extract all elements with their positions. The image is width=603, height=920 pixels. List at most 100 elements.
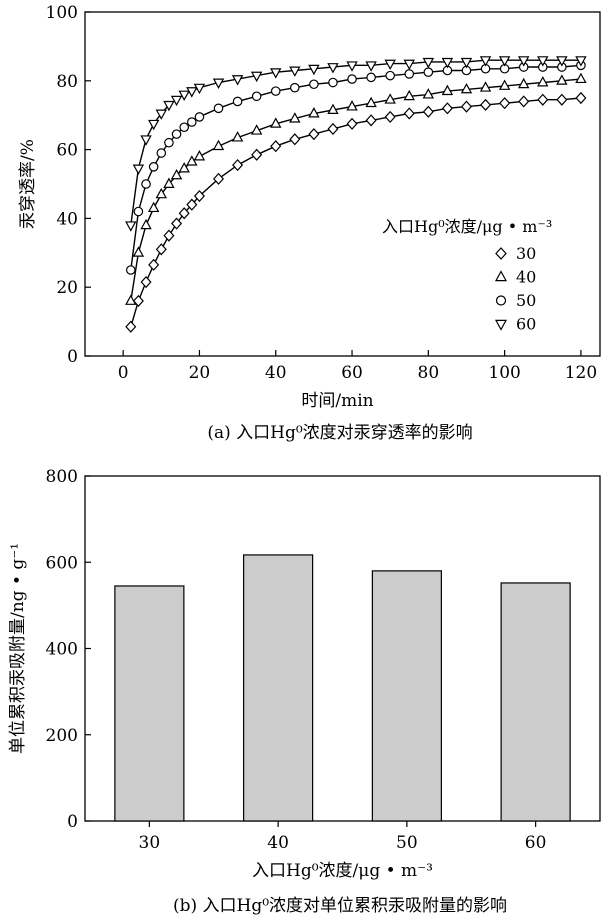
chart-a-data-point: [231, 131, 244, 142]
chart-a-data-point: [556, 74, 568, 85]
chart-a-data-point: [155, 187, 168, 199]
chart-b-x-axis-label: 入口Hg⁰浓度/μg • m⁻³: [252, 861, 433, 881]
chart-a-data-point: [155, 109, 168, 120]
chart-b-y-tick-label: 800: [46, 467, 78, 487]
chart-a-data-point: [171, 217, 183, 230]
chart-a-data-point: [441, 84, 454, 96]
chart-a-data-point: [178, 207, 190, 220]
chart-a-data-point: [232, 96, 243, 107]
chart-a-series-50: [125, 60, 586, 275]
chart-a-data-point: [366, 72, 376, 83]
chart-a-data-point: [212, 139, 225, 151]
chart-a-data-point: [479, 81, 492, 92]
chart-b-bar-60: [500, 582, 571, 822]
chart-b-x-tick-label: 40: [267, 833, 289, 853]
chart-a-data-point: [132, 246, 145, 257]
chart-a-legend-item: 30: [495, 244, 536, 263]
chart-a-data-point: [141, 179, 151, 189]
chart-a-data-point: [140, 135, 152, 146]
chart-a-x-tick-label: 120: [565, 363, 597, 383]
chart-b-x-tick-label: 50: [396, 833, 418, 853]
chart-a-data-point: [270, 140, 282, 153]
chart-a-data-point: [575, 72, 587, 84]
chart-a-x-tick-label: 80: [418, 363, 440, 383]
chart-a-data-point: [132, 294, 144, 308]
chart-a-data-point: [212, 78, 225, 89]
chart-a-data-point: [498, 79, 511, 90]
chart-a-data-point: [384, 93, 396, 104]
chart-a-legend-marker: [495, 247, 507, 260]
chart-a-data-point: [479, 56, 492, 67]
chart-a-legend-item: 60: [494, 315, 536, 334]
chart-a-data-point: [164, 137, 174, 148]
chart-a-data-point: [517, 77, 530, 89]
chart-a-data-point: [308, 64, 320, 76]
chart-a-data-point: [163, 100, 175, 112]
chart-a-data-point: [480, 98, 492, 111]
chart-a-data-point: [289, 112, 301, 123]
chart-a-data-point: [186, 87, 198, 98]
chart-a-data-point: [125, 320, 137, 333]
chart-a-data-point: [328, 77, 338, 88]
chart-b-bar-30: [114, 585, 185, 822]
chart-a-data-point: [213, 103, 224, 114]
chart-a-data-point: [327, 122, 339, 136]
chart-a-data-point: [289, 133, 301, 146]
chart-a-data-point: [179, 122, 189, 133]
chart-a-series-line: [130, 97, 581, 327]
chart-a-data-point: [308, 107, 320, 118]
chart-a-x-tick-label: 40: [265, 363, 287, 383]
chart-a-data-point: [498, 56, 511, 67]
chart-a-data-point: [460, 82, 473, 94]
chart-a-data-point: [270, 68, 282, 79]
chart-a-legend-label: 50: [516, 291, 536, 310]
chart-b-y-tick-label: 600: [46, 553, 78, 573]
chart-b-y-tick-label: 400: [46, 640, 78, 660]
chart-a-y-tick-label: 60: [56, 141, 78, 161]
chart-b-bar-40: [243, 554, 314, 822]
chart-b-caption: (b) 入口Hg⁰浓度对单位累积汞吸附量的影响: [173, 896, 507, 916]
chart-a-data-point: [125, 294, 137, 305]
chart-a-data-point: [170, 168, 183, 180]
chart-a-legend-label: 40: [516, 268, 536, 287]
chart-a-caption: (a) 入口Hg⁰浓度对汞穿透率的影响: [207, 423, 472, 443]
chart-a-data-point: [125, 221, 137, 232]
chart-a-data-point: [404, 69, 415, 79]
chart-a-series-line: [130, 64, 581, 271]
chart-a-x-tick-label: 60: [341, 363, 363, 383]
chart-a-data-point: [178, 90, 190, 102]
chart-a-data-point: [148, 162, 159, 172]
chart-a-data-point: [365, 61, 377, 72]
chart-a-data-point: [193, 189, 205, 203]
chart-a-data-point: [346, 117, 358, 130]
chart-a-data-point: [250, 124, 263, 135]
chart-a-data-point: [170, 95, 183, 107]
chart-a-x-tick-label: 20: [189, 363, 211, 383]
chart-a-legend-label: 60: [516, 315, 536, 334]
chart-a-data-point: [125, 265, 136, 275]
chart-a-data-point: [460, 100, 472, 113]
chart-a-data-point: [422, 88, 435, 99]
chart-b-x-tick-label: 60: [525, 833, 547, 853]
chart-a-data-point: [163, 177, 175, 188]
chart-b-y-tick-label: 0: [67, 812, 78, 832]
chart-a-data-point: [385, 70, 395, 81]
chart-a-data-point: [193, 83, 206, 95]
chart-a-y-tick-label: 40: [56, 209, 78, 229]
chart-a-data-point: [423, 67, 434, 77]
chart-a-data-point: [365, 114, 377, 127]
chart-a-data-point: [441, 102, 453, 115]
chart-a-y-tick-label: 0: [67, 347, 78, 367]
chart-a-x-tick-label: 100: [488, 363, 520, 383]
chart-a-data-point: [133, 206, 144, 217]
chart-a-data-point: [132, 164, 145, 175]
chart-a-data-point: [186, 155, 198, 166]
chart-a-legend: 入口Hg⁰浓度/μg • m⁻³ 30 40 50 60: [382, 217, 552, 334]
chart-a-legend-marker: [494, 319, 508, 331]
chart-a-data-point: [537, 76, 549, 87]
chart-a-data-point: [290, 82, 300, 93]
chart-a-data-point: [441, 57, 454, 69]
chart-a-series-40: [125, 72, 587, 305]
chart-a-data-point: [347, 74, 357, 84]
